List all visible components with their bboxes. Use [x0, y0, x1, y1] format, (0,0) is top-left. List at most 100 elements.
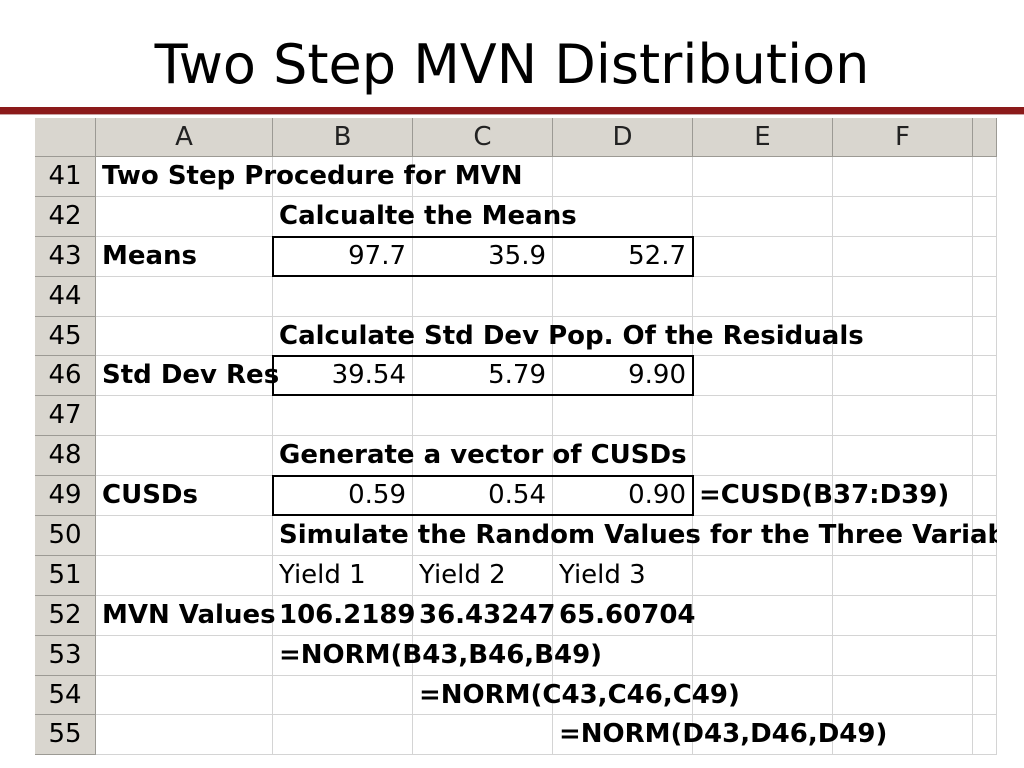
cell-c52[interactable]: 36.43247: [413, 595, 556, 636]
row-header-46[interactable]: 46: [35, 356, 96, 397]
cell-e45[interactable]: [693, 316, 833, 357]
cell-b46[interactable]: 39.54: [273, 356, 413, 397]
cell-g41[interactable]: [973, 157, 997, 197]
cell-b51[interactable]: Yield 1: [273, 555, 413, 596]
cell-d54[interactable]: [553, 675, 693, 716]
row-header-45[interactable]: 45: [35, 316, 96, 357]
cell-b43[interactable]: 97.7: [273, 236, 413, 277]
cell-a55[interactable]: [96, 715, 273, 756]
cell-b55[interactable]: [273, 715, 413, 756]
cell-g49[interactable]: [973, 476, 997, 517]
cell-e47[interactable]: [693, 396, 833, 437]
cell-f44[interactable]: [833, 276, 973, 317]
cell-c46[interactable]: 5.79: [413, 356, 553, 397]
cell-f54[interactable]: [833, 675, 973, 716]
cell-b53[interactable]: =NORM(B43,B46,B49): [273, 635, 602, 676]
select-all-corner[interactable]: [35, 118, 96, 157]
cell-g55[interactable]: [973, 715, 997, 756]
column-header-f[interactable]: F: [833, 118, 973, 157]
cell-f42[interactable]: [833, 196, 973, 237]
cell-b50[interactable]: Simulate the Random Values for the Three…: [273, 516, 997, 556]
cell-f51[interactable]: [833, 555, 973, 596]
cell-d43[interactable]: 52.7: [553, 236, 693, 277]
cell-b47[interactable]: [273, 396, 413, 437]
cell-c50[interactable]: [413, 516, 553, 556]
row-header-54[interactable]: 54: [35, 675, 96, 716]
cell-a47[interactable]: [96, 396, 273, 437]
column-header-partial[interactable]: [973, 118, 997, 157]
cell-c47[interactable]: [413, 396, 553, 437]
cell-d52[interactable]: 65.60704: [553, 595, 696, 636]
cell-a50[interactable]: [96, 516, 273, 556]
cell-d50[interactable]: [553, 516, 693, 556]
cell-a52[interactable]: MVN Values: [96, 595, 276, 636]
cell-g48[interactable]: [973, 436, 997, 477]
cell-a48[interactable]: [96, 436, 273, 477]
cell-a49[interactable]: CUSDs: [96, 476, 273, 517]
cell-c44[interactable]: [413, 276, 553, 317]
cell-b49[interactable]: 0.59: [273, 476, 413, 517]
cell-f48[interactable]: [833, 436, 973, 477]
cell-g45[interactable]: [973, 316, 997, 357]
row-header-51[interactable]: 51: [35, 555, 96, 596]
cell-e53[interactable]: [693, 635, 833, 676]
row-header-49[interactable]: 49: [35, 476, 96, 517]
cell-b44[interactable]: [273, 276, 413, 317]
cell-e51[interactable]: [693, 555, 833, 596]
cell-b41[interactable]: [273, 157, 413, 197]
cell-a42[interactable]: [96, 196, 273, 237]
column-header-d[interactable]: D: [553, 118, 693, 157]
cell-e41[interactable]: [693, 157, 833, 197]
cell-g43[interactable]: [973, 236, 997, 277]
cell-g46[interactable]: [973, 356, 997, 397]
row-header-48[interactable]: 48: [35, 436, 96, 477]
cell-c53[interactable]: [413, 635, 553, 676]
cell-d47[interactable]: [553, 396, 693, 437]
cell-f45[interactable]: [833, 316, 973, 357]
cell-g47[interactable]: [973, 396, 997, 437]
column-header-e[interactable]: E: [693, 118, 833, 157]
cell-a41[interactable]: Two Step Procedure for MVN: [96, 157, 522, 197]
row-header-41[interactable]: 41: [35, 157, 96, 197]
cell-f53[interactable]: [833, 635, 973, 676]
cell-d51[interactable]: Yield 3: [553, 555, 693, 596]
row-header-43[interactable]: 43: [35, 236, 96, 277]
cell-c51[interactable]: Yield 2: [413, 555, 553, 596]
cell-g50[interactable]: [973, 516, 997, 556]
cell-a53[interactable]: [96, 635, 273, 676]
cell-e49[interactable]: =CUSD(B37:D39): [693, 476, 949, 517]
cell-f43[interactable]: [833, 236, 973, 277]
row-header-50[interactable]: 50: [35, 516, 96, 556]
cell-f55[interactable]: [833, 715, 973, 756]
cell-a45[interactable]: [96, 316, 273, 357]
row-header-53[interactable]: 53: [35, 635, 96, 676]
cell-c54[interactable]: =NORM(C43,C46,C49): [413, 675, 740, 716]
cell-g51[interactable]: [973, 555, 997, 596]
cell-b45[interactable]: Calculate Std Dev Pop. Of the Residuals: [273, 316, 864, 357]
cell-g52[interactable]: [973, 595, 997, 636]
column-header-a[interactable]: A: [96, 118, 273, 157]
cell-f52[interactable]: [833, 595, 973, 636]
cell-e50[interactable]: [693, 516, 833, 556]
row-header-55[interactable]: 55: [35, 715, 96, 756]
cell-e44[interactable]: [693, 276, 833, 317]
cell-e55[interactable]: [693, 715, 833, 756]
cell-e52[interactable]: [693, 595, 833, 636]
cell-e48[interactable]: [693, 436, 833, 477]
cell-g54[interactable]: [973, 675, 997, 716]
cell-c41[interactable]: [413, 157, 553, 197]
cell-a44[interactable]: [96, 276, 273, 317]
cell-a46[interactable]: Std Dev Res: [96, 356, 279, 397]
cell-d55[interactable]: =NORM(D43,D46,D49): [553, 715, 887, 756]
row-header-52[interactable]: 52: [35, 595, 96, 636]
row-header-47[interactable]: 47: [35, 396, 96, 437]
cell-g44[interactable]: [973, 276, 997, 317]
cell-c55[interactable]: [413, 715, 553, 756]
cell-b52[interactable]: 106.2189: [273, 595, 416, 636]
cell-e42[interactable]: [693, 196, 833, 237]
cell-d53[interactable]: [553, 635, 693, 676]
cell-f50[interactable]: [833, 516, 973, 556]
cell-c49[interactable]: 0.54: [413, 476, 553, 517]
cell-d41[interactable]: [553, 157, 693, 197]
cell-g53[interactable]: [973, 635, 997, 676]
